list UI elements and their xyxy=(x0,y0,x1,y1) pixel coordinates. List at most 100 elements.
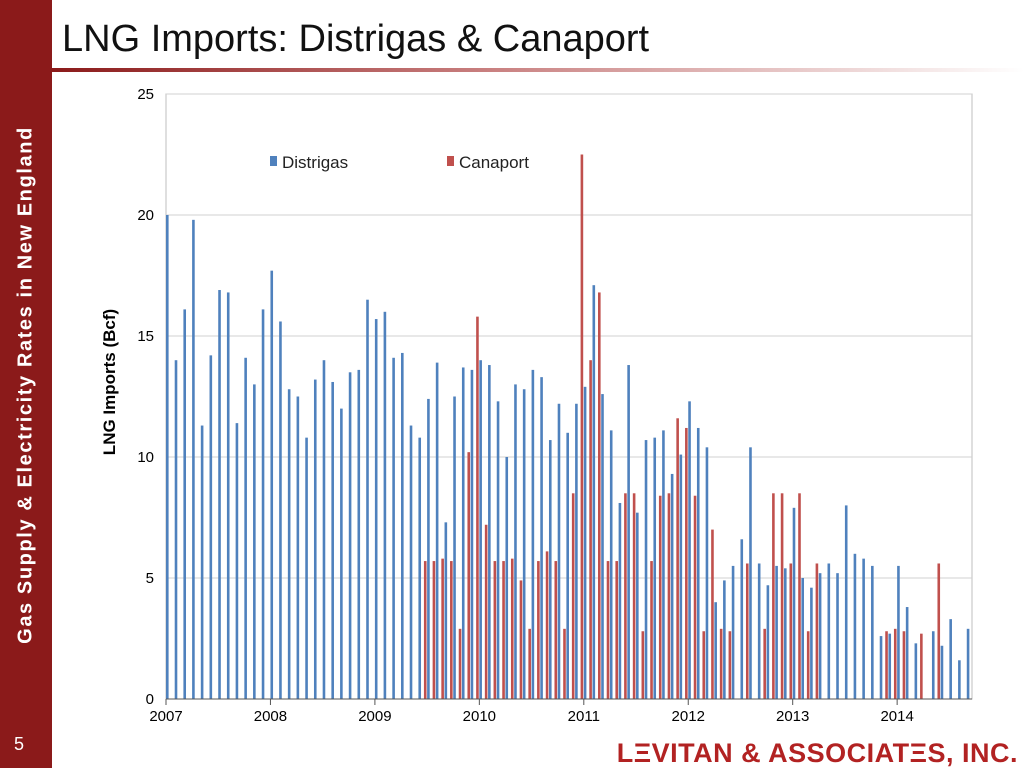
bar-distrigas xyxy=(192,219,195,699)
bar-distrigas xyxy=(366,299,369,699)
bar-distrigas xyxy=(879,636,883,699)
bar-distrigas xyxy=(888,633,892,699)
bar-distrigas xyxy=(226,292,230,699)
bar-canaport xyxy=(458,628,462,699)
bar-distrigas xyxy=(696,427,700,699)
bar-canaport xyxy=(920,633,923,699)
bar-canaport xyxy=(467,452,471,699)
bar-distrigas xyxy=(775,565,778,699)
bar-canaport xyxy=(806,631,810,699)
bar-distrigas xyxy=(261,309,265,699)
bar-distrigas xyxy=(644,440,648,699)
bar-distrigas xyxy=(279,321,282,699)
bar-distrigas xyxy=(313,379,317,699)
bar-canaport xyxy=(545,551,549,699)
x-tick-label: 2014 xyxy=(880,708,913,725)
bar-canaport xyxy=(441,558,444,699)
bar-distrigas xyxy=(200,425,204,699)
bar-distrigas xyxy=(505,457,509,699)
bar-distrigas xyxy=(496,401,500,699)
bar-canaport xyxy=(502,561,505,699)
bar-canaport xyxy=(745,563,749,699)
bar-distrigas xyxy=(749,447,752,699)
bar-distrigas xyxy=(383,311,387,699)
bar-distrigas xyxy=(836,573,839,699)
bar-canaport xyxy=(763,628,766,699)
plot-frame xyxy=(165,93,973,700)
bar-distrigas xyxy=(540,377,543,699)
y-tick-label: 10 xyxy=(137,449,154,466)
bar-canaport xyxy=(711,529,714,699)
bar-distrigas xyxy=(470,369,474,699)
bar-distrigas xyxy=(522,389,526,699)
bar-distrigas xyxy=(688,401,691,699)
y-axis-label: LNG Imports (Bcf) xyxy=(100,309,119,455)
bar-distrigas xyxy=(374,319,378,699)
bar-distrigas xyxy=(444,522,448,699)
x-tick-label: 2010 xyxy=(463,708,496,725)
bar-canaport xyxy=(598,292,601,699)
bar-canaport xyxy=(667,493,671,699)
bar-distrigas xyxy=(331,381,334,699)
bar-distrigas xyxy=(827,563,831,699)
bar-distrigas xyxy=(905,607,909,699)
bar-distrigas xyxy=(461,367,465,699)
x-tick-label: 2009 xyxy=(358,708,391,725)
bar-canaport xyxy=(937,563,941,699)
bar-canaport xyxy=(815,563,819,699)
bar-canaport xyxy=(571,493,575,699)
bar-distrigas xyxy=(253,384,256,699)
bars xyxy=(166,154,970,699)
bar-distrigas xyxy=(531,369,535,699)
y-tick-label: 0 xyxy=(146,691,154,708)
bar-distrigas xyxy=(401,352,404,699)
title-divider xyxy=(52,68,1024,72)
bar-canaport xyxy=(606,561,610,699)
bar-distrigas xyxy=(583,386,587,699)
bar-canaport xyxy=(798,493,801,699)
bar-distrigas xyxy=(679,454,683,699)
bar-canaport xyxy=(658,495,662,699)
bar-distrigas xyxy=(714,602,717,699)
bar-distrigas xyxy=(566,432,569,699)
bar-distrigas xyxy=(670,473,674,699)
bar-distrigas xyxy=(575,403,578,699)
bar-canaport xyxy=(632,493,636,699)
bar-canaport xyxy=(789,563,793,699)
axes: 0 5 10 15 20 25 2007 2008 2009 2010 2011 2012 2013 20… xyxy=(137,86,972,725)
bar-canaport xyxy=(902,631,906,699)
bar-distrigas xyxy=(949,619,952,699)
bar-distrigas xyxy=(940,645,944,699)
bar-distrigas xyxy=(479,360,482,699)
bar-canaport xyxy=(493,561,497,699)
bar-canaport xyxy=(537,561,540,699)
x-tick-label: 2007 xyxy=(149,708,182,725)
bar-distrigas xyxy=(270,270,274,699)
bar-distrigas xyxy=(662,430,665,699)
bar-canaport xyxy=(893,628,897,699)
legend: Distrigas Canaport xyxy=(270,153,529,172)
bar-distrigas xyxy=(235,423,239,699)
bar-distrigas xyxy=(296,396,300,699)
bar-canaport xyxy=(641,631,645,699)
bar-canaport xyxy=(780,493,784,699)
legend-label-canaport: Canaport xyxy=(459,153,529,172)
bar-distrigas xyxy=(871,565,874,699)
bar-distrigas xyxy=(958,660,961,699)
bar-canaport xyxy=(885,631,888,699)
bar-distrigas xyxy=(818,573,822,699)
sidebar-title: Gas Supply & Electricity Rates in New En… xyxy=(14,126,37,644)
bar-canaport xyxy=(554,561,558,699)
bar-distrigas xyxy=(844,505,848,699)
x-tick-label: 2008 xyxy=(254,708,287,725)
gridlines xyxy=(165,93,973,700)
bar-distrigas xyxy=(810,587,813,699)
bar-distrigas xyxy=(801,578,804,699)
x-tick-label: 2012 xyxy=(672,708,705,725)
bar-distrigas xyxy=(627,365,630,699)
bar-distrigas xyxy=(418,437,422,699)
bar-distrigas xyxy=(636,512,639,699)
bar-distrigas xyxy=(853,553,857,699)
bar-distrigas xyxy=(488,365,491,699)
x-tick-label: 2013 xyxy=(776,708,809,725)
